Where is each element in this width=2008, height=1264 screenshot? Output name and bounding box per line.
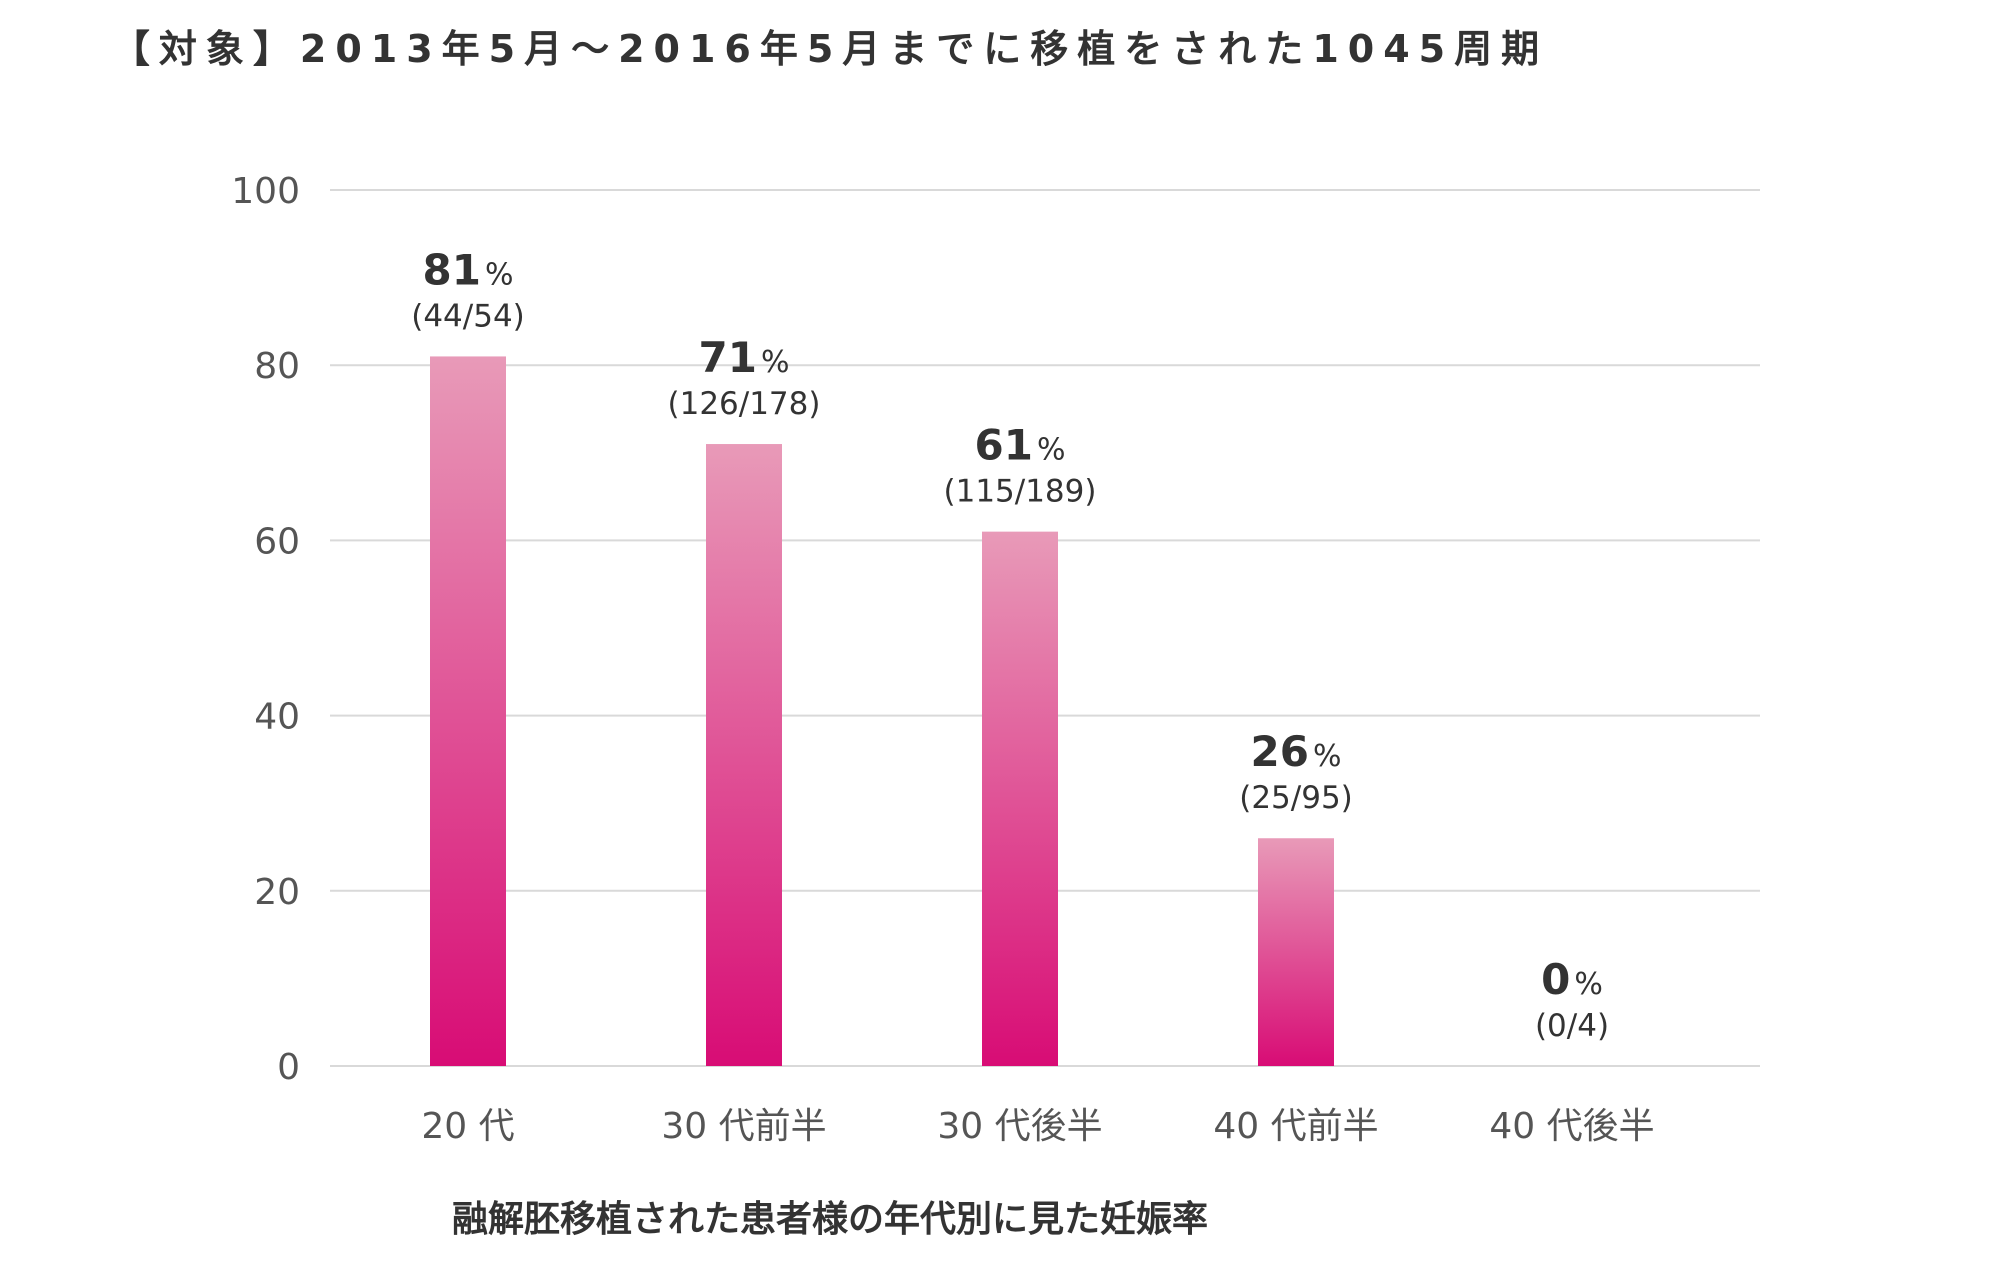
x-tick-label: 30 代前半	[661, 1106, 826, 1147]
y-tick-label: 60	[254, 521, 300, 562]
y-tick-label: 80	[254, 346, 300, 387]
value-label: 61%	[975, 421, 1066, 470]
value-label: 71%	[699, 333, 790, 382]
x-tick-label: 40 代後半	[1489, 1106, 1654, 1147]
x-axis-ticks: 20 代 30 代前半 30 代後半 40 代前半 40 代後半	[421, 1106, 1654, 1147]
y-tick-label: 40	[254, 697, 300, 738]
count-label: (115/189)	[944, 474, 1097, 510]
chart-title: 【対象】2013年5月～2016年5月までに移植をされた1045周期	[111, 27, 1549, 71]
count-label: (0/4)	[1535, 1008, 1609, 1044]
y-tick-label: 0	[277, 1047, 300, 1088]
bar	[1258, 838, 1334, 1066]
count-label: (44/54)	[411, 298, 525, 334]
bars	[430, 356, 1334, 1066]
count-label: (25/95)	[1239, 780, 1353, 816]
x-tick-label: 30 代後半	[937, 1106, 1102, 1147]
x-axis-label: 融解胚移植された患者様の年代別に見た妊娠率	[451, 1199, 1208, 1240]
x-tick-label: 20 代	[421, 1106, 514, 1147]
y-tick-label: 100	[231, 171, 300, 212]
y-tick-label: 20	[254, 872, 300, 913]
data-labels: 81 % (44/54) 71 % (126/178) 61 % (115/189) 26 % (25…	[411, 245, 1609, 1044]
bar	[706, 444, 782, 1066]
value-label: 0%	[1541, 955, 1603, 1004]
bar	[430, 356, 506, 1066]
count-label: (126/178)	[668, 386, 821, 422]
bar	[982, 531, 1058, 1066]
value-label: 26%	[1251, 727, 1342, 776]
x-tick-label: 40 代前半	[1213, 1106, 1378, 1147]
value-label: 81%	[423, 245, 514, 294]
y-axis-ticks: 0 20 40 60 80 100	[231, 171, 300, 1088]
